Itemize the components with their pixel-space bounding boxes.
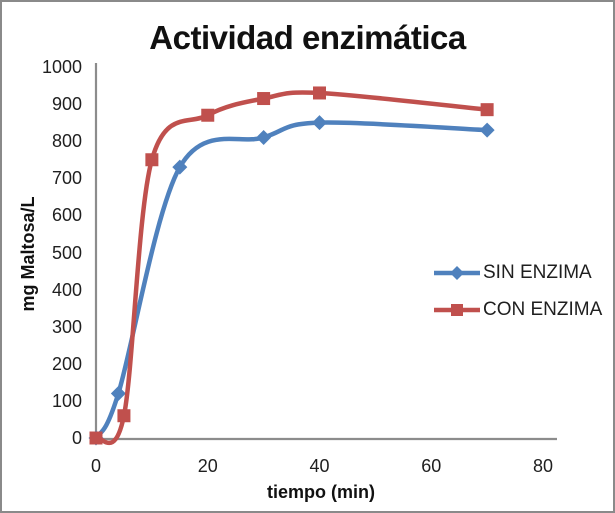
legend-label-sin-enzima: SIN ENZIMA xyxy=(483,262,592,283)
series-marker-diamond xyxy=(450,266,464,280)
series-marker-square xyxy=(117,409,131,423)
legend-label-con-enzima: CON ENZIMA xyxy=(483,299,603,320)
y-tick-label-0: 0 xyxy=(71,428,82,448)
x-tick-label-0: 0 xyxy=(90,456,101,476)
y-tick-label-200: 200 xyxy=(51,353,82,374)
chart-title: Actividad enzimática xyxy=(149,19,466,56)
legend-entry-sin-enzima[interactable]: SIN ENZIMA xyxy=(434,260,602,286)
series-marker-diamond xyxy=(110,385,126,401)
series-marker-square xyxy=(480,103,494,117)
x-tick-label-40: 40 xyxy=(309,456,330,476)
legend-entry-con-enzima[interactable]: CON ENZIMA xyxy=(434,297,602,323)
y-tick-label-900: 900 xyxy=(51,94,82,115)
y-tick-label-400: 400 xyxy=(51,279,82,300)
series-marker-square xyxy=(89,431,103,445)
series-marker-diamond xyxy=(479,122,495,138)
series-con-enzima xyxy=(89,86,494,446)
x-tick-label-80: 80 xyxy=(532,456,554,476)
y-tick-label-300: 300 xyxy=(51,316,82,337)
y-tick-label-100: 100 xyxy=(51,390,82,411)
x-axis-title: tiempo (min) xyxy=(267,482,375,502)
x-tick-label-20: 20 xyxy=(197,456,218,476)
y-tick-label-1000: 1000 xyxy=(41,57,82,77)
y-tick-label-800: 800 xyxy=(51,131,82,152)
sin-enzima-line-marker-icon xyxy=(434,266,480,280)
series-marker-diamond xyxy=(256,129,272,145)
legend: SIN ENZIMA CON ENZIMA xyxy=(434,260,602,334)
series-marker-square xyxy=(257,92,271,106)
series-marker-square xyxy=(313,86,326,100)
series-marker-diamond xyxy=(312,115,327,131)
x-tick-label-60: 60 xyxy=(421,456,442,476)
series-line xyxy=(93,90,490,446)
y-tick-label-600: 600 xyxy=(51,205,82,226)
series-marker-square xyxy=(145,153,159,167)
series-marker-square xyxy=(201,108,215,122)
y-tick-label-500: 500 xyxy=(51,242,82,263)
series-line xyxy=(93,120,490,441)
con-enzima-line-marker-icon xyxy=(434,304,480,316)
y-tick-label-700: 700 xyxy=(51,168,82,189)
series-marker-diamond xyxy=(172,159,188,175)
series-marker-square xyxy=(451,304,463,316)
